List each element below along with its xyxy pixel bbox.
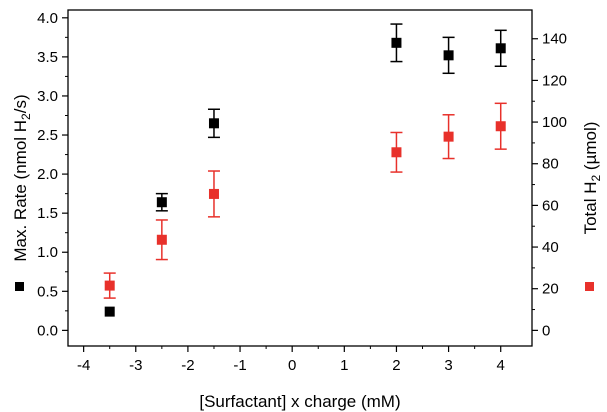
data-point-right-3: [391, 147, 401, 157]
y-left-tick-label: 1.5: [37, 205, 58, 222]
data-point-left-0: [105, 307, 115, 317]
x-tick-label: 2: [392, 357, 400, 374]
x-tick-label: 0: [288, 357, 296, 374]
data-point-right-5: [496, 121, 506, 131]
y-axis-title-left: Max. Rate (nmol H2/s): [11, 94, 33, 261]
x-tick-label: -2: [181, 357, 194, 374]
y-left-tick-label: 2.5: [37, 127, 58, 144]
y-left-tick-label: 0.5: [37, 283, 58, 300]
data-point-left-2: [209, 118, 219, 128]
data-point-left-5: [496, 43, 506, 53]
y-right-tick-label: 100: [542, 114, 567, 131]
x-tick-label: -4: [77, 357, 90, 374]
right-legend-marker: [585, 282, 594, 291]
data-point-left-1: [157, 197, 167, 207]
x-tick-label: 3: [444, 357, 452, 374]
left-legend-marker: [15, 282, 24, 291]
y-right-tick-label: 40: [542, 239, 559, 256]
x-tick-label: 1: [340, 357, 348, 374]
y-left-tick-label: 1.0: [37, 244, 58, 261]
data-point-right-2: [209, 189, 219, 199]
axis-ticks: [62, 18, 538, 352]
x-axis-title: [Surfactant] x charge (mM): [199, 392, 400, 411]
y-right-tick-label: 140: [542, 31, 567, 48]
y-left-tick-label: 0.0: [37, 322, 58, 339]
y-left-tick-label: 2.0: [37, 166, 58, 183]
data-marks: [104, 24, 507, 317]
data-point-right-0: [105, 281, 115, 291]
data-point-right-4: [444, 132, 454, 142]
y-axis-title-right: Total H2 (µmol): [581, 122, 603, 235]
x-tick-label: -3: [129, 357, 142, 374]
tick-labels: -4 -3 -2 -1 0 1 2 3 4 0.0 0.5 1.0 1.5 2.0 2.5 3.0 3.5 4.0…: [37, 10, 567, 374]
data-point-left-4: [444, 50, 454, 60]
y-right-tick-label: 20: [542, 281, 559, 298]
y-right-tick-label: 80: [542, 156, 559, 173]
y-right-tick-label: 120: [542, 72, 567, 89]
y-left-tick-label: 3.5: [37, 49, 58, 66]
y-right-tick-label: 0: [542, 322, 550, 339]
y-left-tick-label: 3.0: [37, 88, 58, 105]
x-tick-label: -1: [233, 357, 246, 374]
plot-frame: [68, 10, 532, 346]
x-tick-label: 4: [497, 357, 505, 374]
y-left-tick-label: 4.0: [37, 10, 58, 27]
data-point-right-1: [157, 235, 167, 245]
data-point-left-3: [391, 38, 401, 48]
y-right-tick-label: 60: [542, 197, 559, 214]
